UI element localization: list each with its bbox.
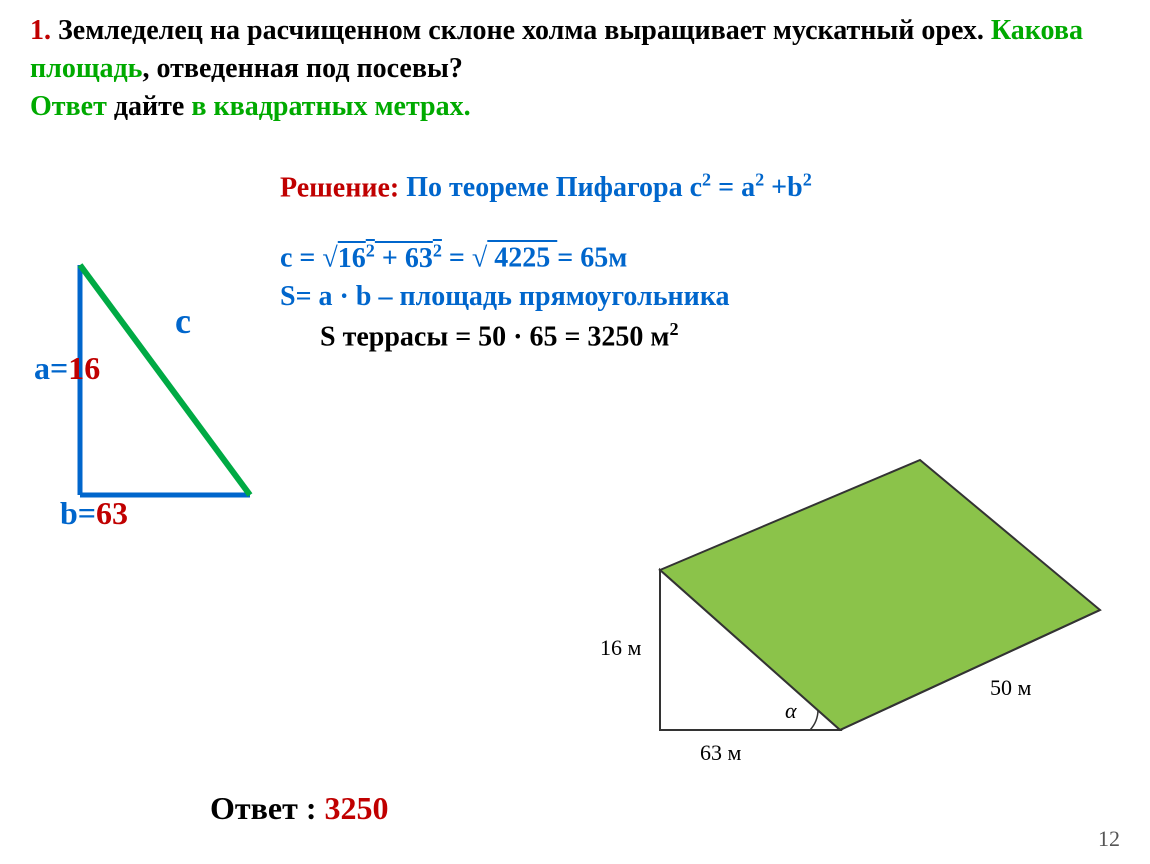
answer-line: Ответ : 3250: [210, 790, 388, 827]
wedge-base-label: 63 м: [700, 740, 742, 765]
wedge-h-label: 16 м: [600, 635, 642, 660]
label-b: b=63: [60, 495, 128, 532]
wedge-3d-diagram: 16 м α 63 м 50 м: [560, 450, 1120, 810]
alpha-label: α: [785, 698, 797, 723]
label-c: с: [175, 300, 191, 342]
solution-label: Решение:: [280, 172, 399, 203]
problem-text-1: Земледелец на расчищенном склоне холма в…: [51, 15, 991, 46]
problem-text-3: дайте: [107, 91, 191, 122]
solution-block: Решение: По теореме Пифагора с2 = а2 +b2…: [280, 170, 1080, 359]
problem-text-2: , отведенная под посевы?: [142, 53, 462, 84]
answer-value: 3250: [324, 790, 388, 826]
solution-line-1: Решение: По теореме Пифагора с2 = а2 +b2: [280, 170, 1080, 204]
area-formula-line: S= a · b – площадь прямоугольника: [280, 281, 1080, 313]
theorem-text: По теореме Пифагора с2 = а2 +b2: [406, 172, 812, 203]
label-a: а=16: [34, 350, 100, 387]
wedge-depth-label: 50 м: [990, 675, 1032, 700]
terrace-line: S террасы = 50 · 65 = 3250 м2: [320, 319, 1080, 353]
page-number: 12: [1098, 826, 1120, 852]
problem-text-green-2: Ответ: [30, 91, 107, 122]
problem-text-green-3: в квадратных метрах.: [191, 91, 470, 122]
answer-label: Ответ :: [210, 790, 324, 826]
problem-number: 1.: [30, 15, 51, 46]
triangle-hypotenuse: [80, 265, 250, 495]
problem-statement: 1. Земледелец на расчищенном склоне холм…: [30, 12, 1110, 125]
calc-line: с = √162 + 632 = √ 4225 = 65м: [280, 240, 1080, 274]
